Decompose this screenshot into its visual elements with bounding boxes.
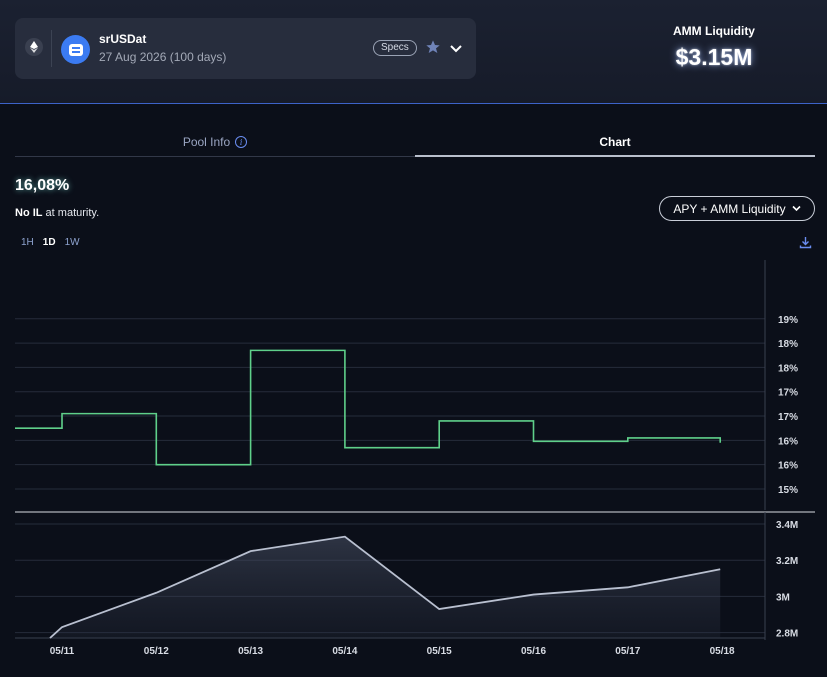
x-axis-tick-label: 05/16 (521, 646, 546, 657)
metric-dropdown-label: APY + AMM Liquidity (673, 201, 786, 216)
apy-axis-tick-label: 16% (778, 461, 798, 472)
pool-maturity: 27 Aug 2026 (100 days) (99, 50, 227, 64)
star-icon[interactable] (425, 39, 441, 60)
no-il-bold: No IL (15, 207, 43, 219)
apy-axis-tick-label: 19% (778, 315, 798, 326)
liquidity-axis-tick-label: 2.8M (776, 629, 798, 640)
download-icon[interactable] (799, 236, 812, 254)
apy-axis-tick-label: 15% (778, 485, 798, 496)
apy-liquidity-chart: 15% 16% 16% 17% 17% 18% 18% 19% 2.8M 3M 3.2M 3.4M 05… (15, 260, 815, 657)
apy-axis-tick-label: 17% (778, 412, 798, 423)
amm-liquidity-value: $3.15M (675, 44, 753, 70)
x-axis-tick-label: 05/15 (427, 646, 452, 657)
x-axis-tick-label: 05/13 (238, 646, 263, 657)
tab-chart[interactable]: Chart (415, 128, 815, 157)
timeframe-1d[interactable]: 1D (42, 237, 56, 248)
info-icon: i (235, 136, 248, 148)
x-axis-tick-label: 05/12 (144, 646, 169, 657)
tab-pool-info-label: Pool Info (182, 135, 231, 149)
timeframe-1w[interactable]: 1W (64, 237, 80, 248)
no-il-note: No IL at maturity. (15, 207, 99, 219)
tab-pool-info[interactable]: Pool Info i (15, 128, 415, 157)
ethereum-icon[interactable] (25, 38, 43, 56)
header-bar: srUSDat 27 Aug 2026 (100 days) Specs AMM… (0, 0, 827, 104)
specs-button[interactable]: Specs (373, 40, 417, 56)
apy-axis-tick-label: 18% (778, 339, 798, 350)
chevron-down-icon (792, 205, 801, 212)
no-il-rest: at maturity. (42, 207, 100, 219)
x-axis-tick-label: 05/14 (332, 646, 357, 657)
timeframe-1h[interactable]: 1H (21, 237, 34, 248)
x-axis-tick-label: 05/17 (615, 646, 640, 657)
x-axis-tick-label: 05/18 (710, 646, 735, 657)
chevron-down-icon[interactable] (450, 41, 462, 59)
amm-liquidity-label: AMM Liquidity (673, 24, 755, 38)
apy-axis-tick-label: 17% (778, 388, 798, 399)
apy-axis-tick-label: 16% (778, 436, 798, 447)
card-divider (51, 30, 52, 67)
pool-selector-card[interactable]: srUSDat 27 Aug 2026 (100 days) Specs (15, 18, 476, 79)
x-axis-tick-label: 05/11 (50, 646, 75, 657)
apy-value: 16,08% (15, 177, 70, 194)
liquidity-line (49, 535, 721, 639)
srusdat-token-icon (61, 35, 90, 64)
liquidity-axis-tick-label: 3.4M (776, 520, 798, 531)
apy-axis-tick-label: 18% (778, 363, 798, 374)
pool-name: srUSDat (99, 32, 147, 46)
liquidity-axis-tick-label: 3.2M (776, 556, 798, 567)
timeframe-selector: 1H 1D 1W (21, 237, 80, 248)
apy-step-line (15, 349, 722, 466)
tab-chart-label: Chart (599, 135, 631, 149)
liquidity-axis-tick-label: 3M (776, 592, 790, 603)
liquidity-area-fill (50, 536, 721, 638)
metric-dropdown[interactable]: APY + AMM Liquidity (659, 196, 815, 221)
